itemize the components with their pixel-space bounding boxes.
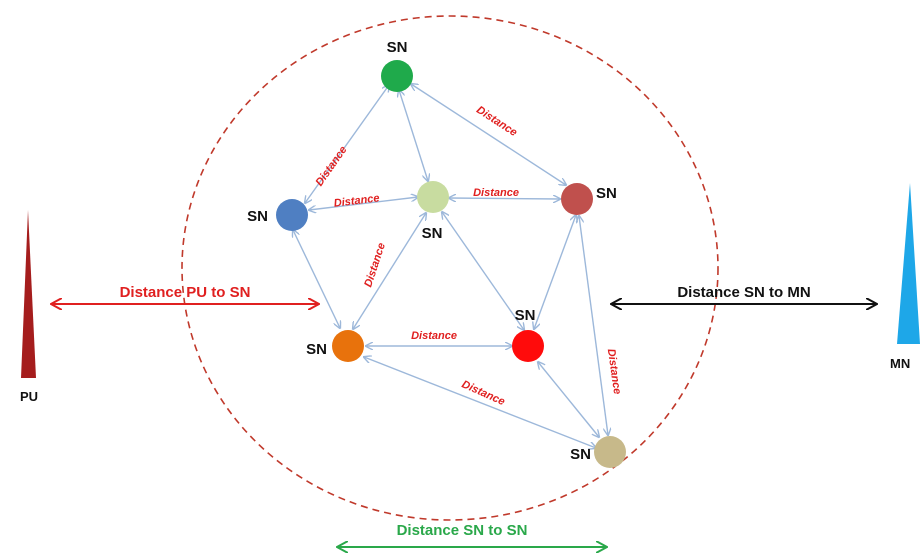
edge-top-center [399,90,428,181]
edge-label-top-right: Distance [474,104,519,139]
node-label-center: SN [422,225,443,242]
pu-triangle [21,210,36,378]
edge-red-bottom [538,362,599,437]
edge-orange-bottom [364,357,596,448]
node-label-orange: SN [306,341,327,358]
node-label-left: SN [247,208,268,225]
edge-label-left-center: Distance [333,192,380,209]
edge-center-right [449,198,560,199]
edge-top-right [411,84,566,185]
edges [293,84,608,448]
sn-node-left [276,199,308,231]
edge-labels: Distance Distance Distance Distance Dist… [313,104,623,408]
node-label-top: SN [387,39,408,56]
edge-left-orange [293,230,340,328]
edge-center-red [442,212,524,330]
edge-right-red [534,215,576,329]
edge-left-top [305,85,389,203]
edge-label-orange-red: Distance [411,330,457,342]
sn-node-orange [332,330,364,362]
node-label-red: SN [515,307,536,324]
sn-to-sn-label: Distance SN to SN [397,522,528,539]
mn-label: MN [890,356,910,371]
edge-right-bottom [579,216,608,435]
sensor-nodes [276,60,626,468]
node-labels: SN SN SN SN SN SN SN [247,39,617,463]
coverage-boundary [181,15,719,521]
sn-to-mn-label: Distance SN to MN [677,284,810,301]
sn-node-bottom [594,436,626,468]
edge-label-center-orange: Distance [362,241,388,288]
edge-label-right-bottom: Distance [605,348,623,395]
pu-to-sn-label: Distance PU to SN [120,284,251,301]
sn-node-red [512,330,544,362]
mn-triangle [897,183,920,344]
node-label-bottom: SN [570,446,591,463]
edge-left-center [309,197,418,210]
sn-node-center [417,181,449,213]
edge-center-orange [353,213,426,329]
edge-label-center-right: Distance [473,187,519,199]
node-label-right: SN [596,185,617,202]
edge-label-left-top: Distance [313,144,349,188]
sn-node-right [561,183,593,215]
sn-node-top [381,60,413,92]
pu-label: PU [20,389,38,404]
